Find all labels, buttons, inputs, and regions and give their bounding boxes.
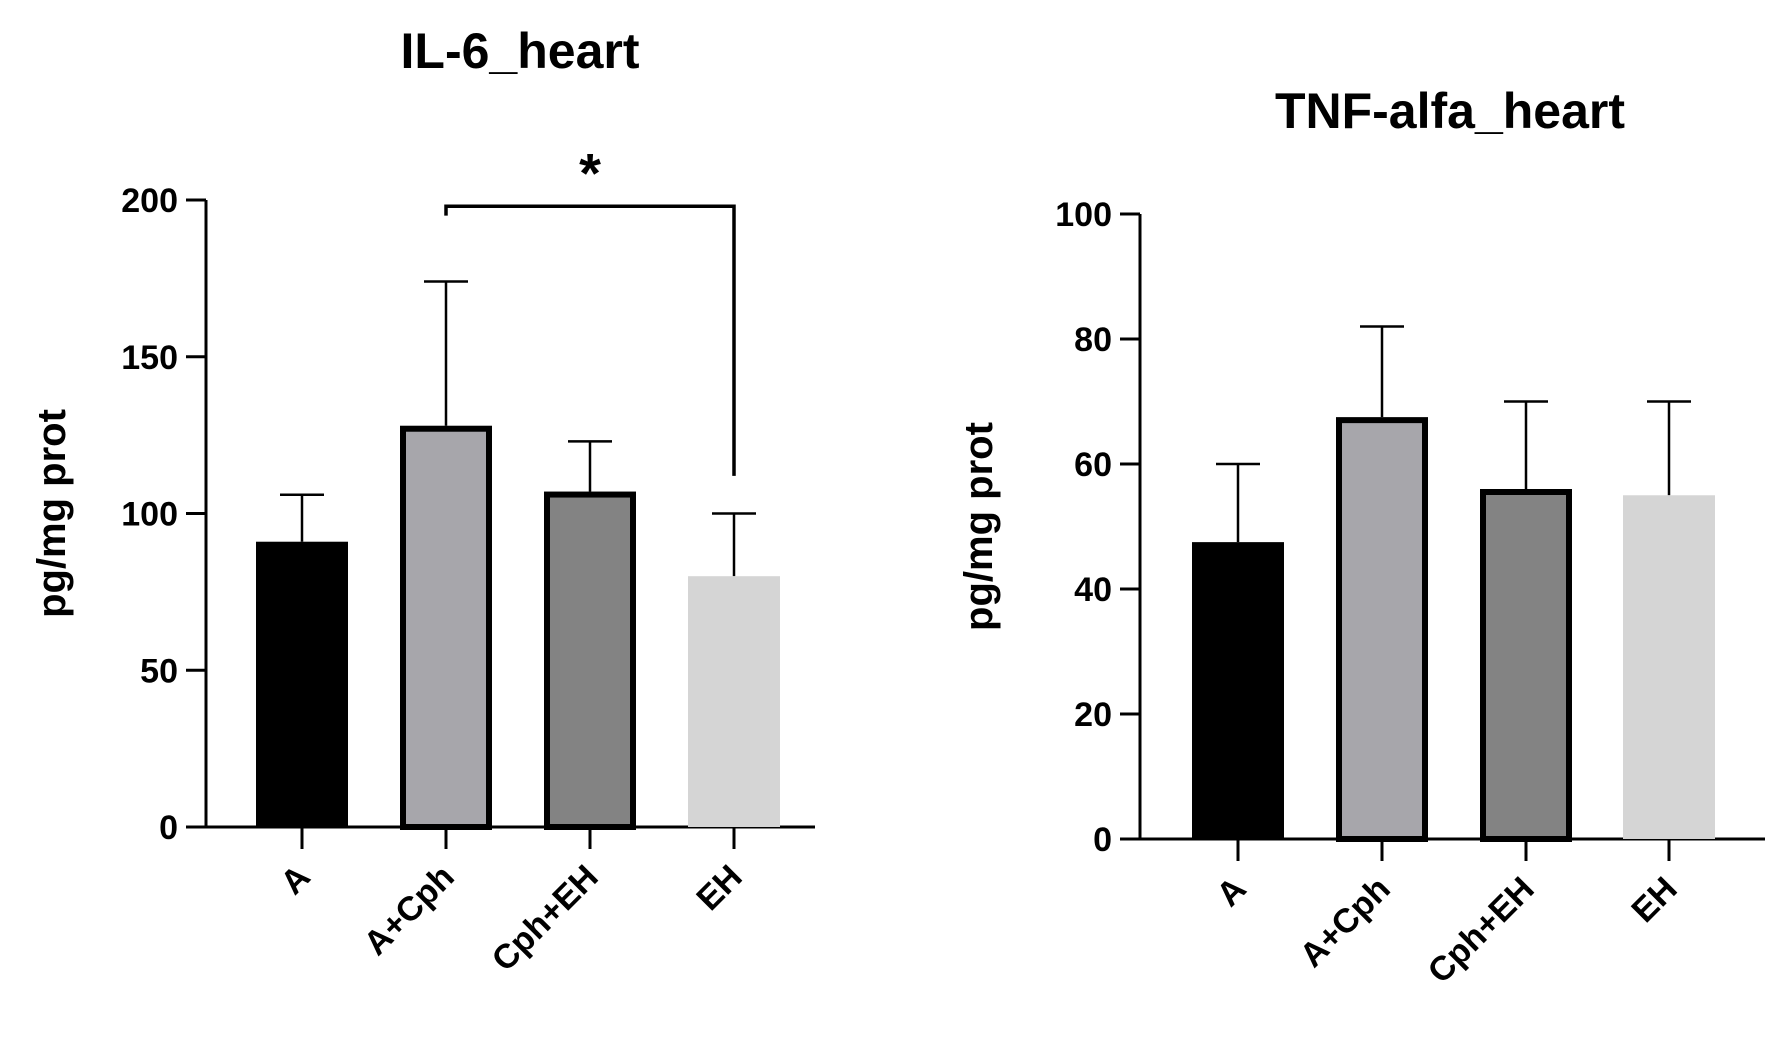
- y-axis-label: pg/mg prot: [957, 422, 1001, 631]
- y-tick-label: 80: [1074, 321, 1112, 359]
- bar: [256, 541, 348, 827]
- x-tick-label: A: [1209, 870, 1253, 914]
- y-tick-label: 150: [121, 339, 178, 377]
- x-tick-label: A+Cph: [1293, 870, 1398, 975]
- chart-title: TNF-alfa_heart: [1275, 83, 1625, 139]
- y-tick-label: 50: [140, 652, 178, 690]
- y-axis-label: pg/mg prot: [30, 409, 74, 618]
- bar: [1480, 489, 1572, 842]
- y-tick-label: 40: [1074, 571, 1112, 609]
- chart-title: IL-6_heart: [401, 23, 640, 79]
- bar: [1623, 495, 1715, 839]
- x-tick-label: Cph+EH: [1421, 870, 1542, 991]
- y-tick-label: 100: [1055, 196, 1112, 234]
- x-tick-label: EH: [1624, 870, 1684, 930]
- x-tick-label: EH: [689, 858, 749, 918]
- bar: [688, 576, 780, 827]
- y-tick-label: 60: [1074, 446, 1112, 484]
- y-tick-label: 100: [121, 496, 178, 534]
- y-tick-label: 20: [1074, 696, 1112, 734]
- y-tick-label: 200: [121, 182, 178, 220]
- significance-bracket: [444, 204, 736, 476]
- y-tick-label: 0: [159, 809, 178, 847]
- x-tick-label: A: [273, 858, 317, 902]
- chart-2: TNF-alfa_heart pg/mg prot 0 20 40 60 80 100 A A+C…: [957, 83, 1765, 991]
- bar: [1336, 417, 1428, 842]
- bar: [400, 425, 492, 830]
- bar: [1192, 542, 1284, 839]
- x-tick-label: A+Cph: [357, 858, 462, 963]
- chart-1: IL-6_heart pg/mg prot 0 50 100 150 200 A A+Cph Cp…: [30, 23, 815, 979]
- y-tick-label: 0: [1093, 821, 1112, 859]
- x-tick-label: Cph+EH: [485, 858, 606, 979]
- bar: [544, 491, 636, 830]
- significance-marker: *: [579, 141, 601, 204]
